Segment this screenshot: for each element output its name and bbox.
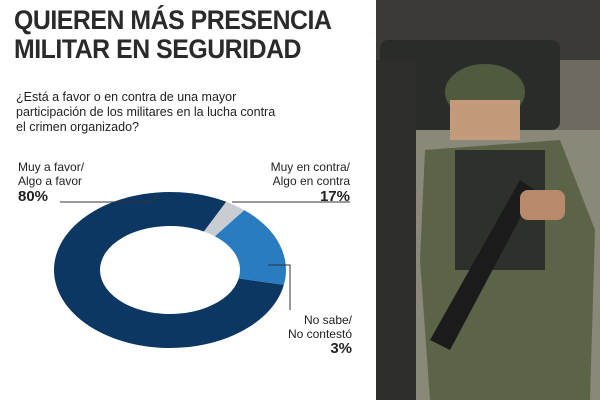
slice-label: Muy en contra/ Algo en contra <box>270 160 350 188</box>
pie-slice <box>214 210 286 285</box>
value-label: 80% <box>18 188 49 205</box>
photo <box>376 0 600 400</box>
value-label: 3% <box>330 340 352 357</box>
slice-label: No sabe/ No contestó <box>287 313 352 341</box>
leader-line <box>268 264 291 310</box>
slice-label: Muy a favor/ Algo a favor <box>18 160 85 188</box>
leader-line <box>60 195 159 203</box>
chart-title: QUIEREN MÁS PRESENCIA MILITAR EN SEGURID… <box>14 5 332 64</box>
value-label: 17% <box>319 188 350 205</box>
pie-slice <box>53 192 284 348</box>
pie-slice <box>203 201 245 237</box>
chart-subtitle: ¿Está a favor o en contra de una mayor p… <box>16 90 276 134</box>
